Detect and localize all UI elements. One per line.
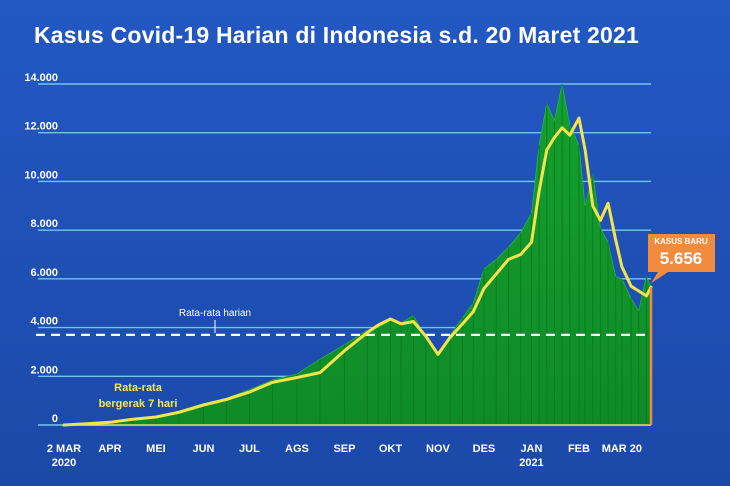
x-tick-label-10: JAN xyxy=(520,443,542,455)
new-cases-callout-label: KASUS BARU xyxy=(654,237,708,246)
x-tick-label-1: APR xyxy=(98,443,121,455)
x-tick-label-6: SEP xyxy=(333,443,355,455)
y-tick-label-3: 6.000 xyxy=(30,267,58,279)
y-tick-label-6: 12.000 xyxy=(24,121,58,133)
x-tick-label-0: 2 MAR xyxy=(47,443,81,455)
series-area-daily-cases xyxy=(63,83,652,426)
x-tick-label-7: OKT xyxy=(379,443,403,455)
series-line-moving-average xyxy=(62,116,653,427)
x-tick-label-2: MEI xyxy=(146,443,166,455)
moving-average-label-0: Rata-rata xyxy=(114,382,163,394)
y-tick-label-1: 2.000 xyxy=(30,364,58,376)
y-tick-label-4: 8.000 xyxy=(30,218,58,230)
y-tick-label-5: 10.000 xyxy=(24,169,58,181)
y-tick-label-7: 14.000 xyxy=(24,72,58,84)
x-tick-sub-0: 2020 xyxy=(52,457,76,469)
x-tick-label-9: DES xyxy=(473,443,496,455)
x-tick-label-12: MAR 20 xyxy=(602,443,642,455)
new-cases-callout-value: 5.656 xyxy=(660,249,703,268)
new-cases-callout-box xyxy=(648,234,715,284)
x-tick-label-3: JUN xyxy=(192,443,214,455)
x-tick-label-5: AGS xyxy=(285,443,309,455)
x-tick-label-4: JUL xyxy=(239,443,260,455)
moving-average-label-1: bergerak 7 hari xyxy=(99,398,178,410)
daily-average-label: Rata-rata harian xyxy=(179,308,251,319)
chart-title: Kasus Covid-19 Harian di Indonesia s.d. … xyxy=(34,22,639,48)
y-tick-label-2: 4.000 xyxy=(30,316,58,328)
x-tick-sub-10: 2021 xyxy=(519,457,543,469)
y-tick-label-0: 0 xyxy=(52,413,58,425)
x-tick-label-8: NOV xyxy=(426,443,451,455)
x-tick-label-11: FEB xyxy=(568,443,590,455)
